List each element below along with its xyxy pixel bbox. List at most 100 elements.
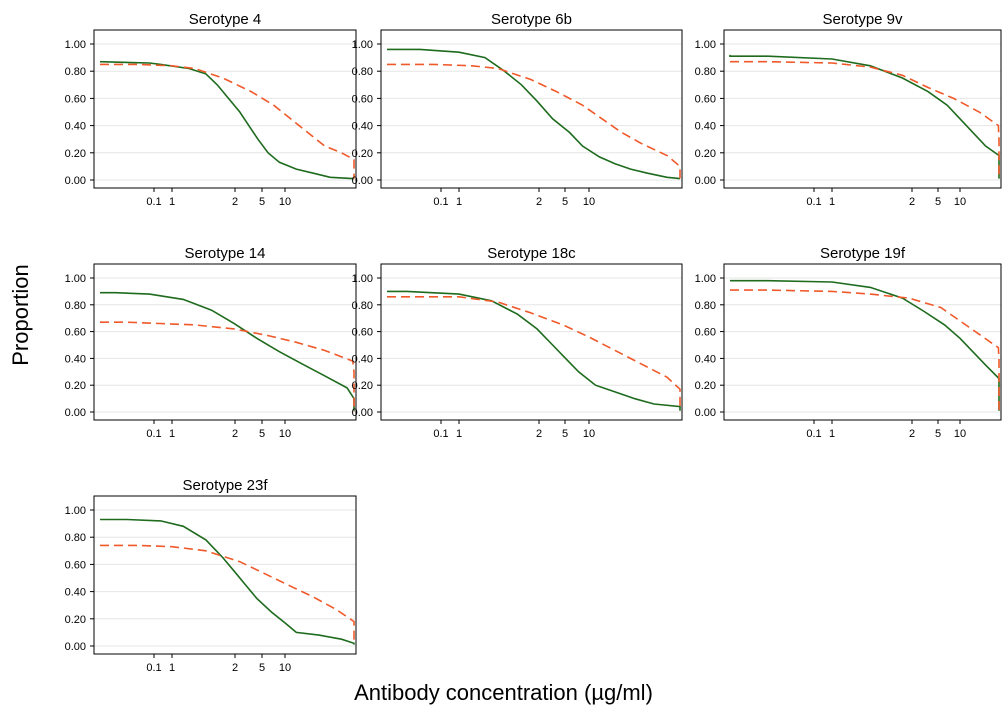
panel-7: 0.00 0.20 0.40 0.60 0.80 1.00 0.1 1 2 5 10 Serotype… xyxy=(65,477,357,674)
series-line-dashed xyxy=(100,321,355,412)
y-tick-label: 1.00 xyxy=(65,39,86,51)
x-tick-label: 5 xyxy=(562,196,568,208)
y-tick-label: 0.20 xyxy=(352,380,373,392)
series-line-dashed xyxy=(387,63,681,179)
panel-1: 0.00 0.20 0.40 0.60 0.80 1.00 0.1 1 2 5 10 Serotype… xyxy=(65,11,357,208)
y-tick-label: 1.00 xyxy=(352,39,373,51)
x-tick-label: 10 xyxy=(954,196,966,208)
x-tick-label: 10 xyxy=(279,428,291,440)
panel-title: Serotype 19f xyxy=(820,245,906,262)
y-tick-label: 0.20 xyxy=(65,148,86,160)
x-tick-label: 1 xyxy=(169,428,175,440)
panel-4: 0.00 0.20 0.40 0.60 0.80 1.00 0.1 1 2 5 10 Serotype… xyxy=(65,245,357,440)
x-tick-label: 5 xyxy=(935,196,941,208)
x-tick-label: 1 xyxy=(456,428,462,440)
plot-frame xyxy=(380,263,683,421)
x-tick-label: 2 xyxy=(232,196,238,208)
series-line-dashed xyxy=(730,60,1000,179)
y-tick-label: 0.60 xyxy=(65,559,86,571)
y-tick-label: 0.40 xyxy=(352,121,373,133)
y-tick-label: 1.00 xyxy=(352,273,373,285)
series-line-dashed xyxy=(387,296,681,411)
plot-frame xyxy=(723,263,1002,421)
y-tick-label: 0.20 xyxy=(352,148,373,160)
x-tick-label: 0.1 xyxy=(806,428,821,440)
x-tick-label: 5 xyxy=(935,428,941,440)
panel-title: Serotype 9v xyxy=(822,11,903,28)
plot-frame xyxy=(723,29,1002,189)
y-tick-label: 1.00 xyxy=(695,39,716,51)
y-tick-label: 0.00 xyxy=(65,175,86,187)
series-line-solid xyxy=(100,518,355,645)
y-tick-label: 0.00 xyxy=(65,641,86,653)
y-tick-label: 0.40 xyxy=(352,353,373,365)
y-tick-label: 1.00 xyxy=(65,273,86,285)
plot-frame xyxy=(93,495,357,655)
y-tick-label: 0.20 xyxy=(65,380,86,392)
y-tick-label: 0.60 xyxy=(65,327,86,339)
x-tick-label: 0.1 xyxy=(146,428,161,440)
x-tick-label: 10 xyxy=(954,428,966,440)
panel-6: 0.00 0.20 0.40 0.60 0.80 1.00 0.1 1 2 5 10 Serotype… xyxy=(695,245,1002,440)
y-tick-label: 0.60 xyxy=(352,327,373,339)
y-tick-label: 0.60 xyxy=(695,327,716,339)
y-tick-label: 0.80 xyxy=(695,300,716,312)
panel-5: 0.00 0.20 0.40 0.60 0.80 1.00 0.1 1 2 5 10 Serotype… xyxy=(352,245,683,440)
y-axis-label-text: Proportion xyxy=(8,264,33,366)
x-tick-label: 0.1 xyxy=(433,428,448,440)
y-tick-label: 0.40 xyxy=(65,121,86,133)
x-tick-label: 1 xyxy=(456,196,462,208)
plot-frame xyxy=(93,263,357,421)
x-tick-label: 2 xyxy=(536,196,542,208)
x-tick-label: 1 xyxy=(829,428,835,440)
y-tick-label: 0.60 xyxy=(695,93,716,105)
y-tick-label: 0.80 xyxy=(65,66,86,78)
y-tick-label: 1.00 xyxy=(695,273,716,285)
y-tick-label: 0.80 xyxy=(352,66,373,78)
y-tick-label: 0.20 xyxy=(695,148,716,160)
y-tick-label: 0.60 xyxy=(352,93,373,105)
x-tick-label: 0.1 xyxy=(806,196,821,208)
y-tick-label: 0.40 xyxy=(65,353,86,365)
x-tick-label: 0.1 xyxy=(146,662,161,674)
y-tick-label: 0.40 xyxy=(695,121,716,133)
series-line-dashed xyxy=(730,289,1000,411)
series-line-solid xyxy=(729,54,1000,179)
x-tick-label: 10 xyxy=(279,196,291,208)
series-line-solid xyxy=(730,279,1000,411)
panel-3: 0.00 0.20 0.40 0.60 0.80 1.00 0.1 1 2 5 10 Serotype… xyxy=(695,11,1002,208)
y-tick-label: 1.00 xyxy=(65,505,86,517)
x-tick-label: 10 xyxy=(583,196,595,208)
y-tick-label: 0.60 xyxy=(65,93,86,105)
series-line-dashed xyxy=(100,63,355,179)
y-tick-label: 0.80 xyxy=(65,300,86,312)
x-tick-label: 0.1 xyxy=(433,196,448,208)
x-tick-label: 2 xyxy=(232,428,238,440)
series-line-solid xyxy=(387,48,681,180)
panel-title: Serotype 14 xyxy=(185,245,266,262)
plot-frame xyxy=(93,29,357,189)
series-line-solid xyxy=(100,291,355,411)
series-line-dashed xyxy=(100,544,355,645)
x-tick-label: 0.1 xyxy=(146,196,161,208)
plot-frame xyxy=(380,29,683,189)
y-tick-label: 0.80 xyxy=(695,66,716,78)
y-tick-label: 0.00 xyxy=(695,175,716,187)
panel-title: Serotype 4 xyxy=(189,11,262,28)
y-tick-label: 0.40 xyxy=(65,587,86,599)
x-tick-label: 5 xyxy=(562,428,568,440)
x-tick-label: 2 xyxy=(232,662,238,674)
panel-title: Serotype 23f xyxy=(182,477,268,494)
x-tick-label: 10 xyxy=(279,662,291,674)
y-tick-label: 0.80 xyxy=(65,532,86,544)
y-tick-label: 0.00 xyxy=(695,407,716,419)
x-tick-label: 5 xyxy=(259,662,265,674)
x-tick-label: 2 xyxy=(909,196,915,208)
y-axis-label: Proportion xyxy=(4,215,38,415)
y-tick-label: 0.80 xyxy=(352,300,373,312)
panel-title: Serotype 18c xyxy=(487,245,576,262)
x-tick-label: 10 xyxy=(583,428,595,440)
x-axis-label: Antibody concentration (µg/ml) xyxy=(354,680,653,705)
